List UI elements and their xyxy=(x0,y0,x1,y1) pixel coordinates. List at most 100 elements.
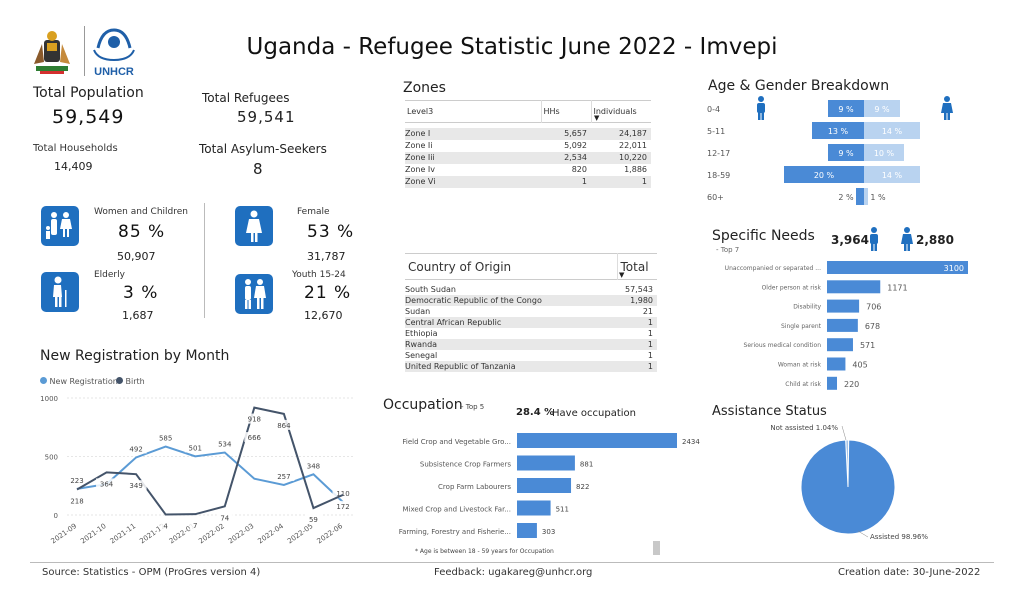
male-pct-label: 9 % xyxy=(838,149,854,158)
occupation-label: Mixed Crop and Livestock Far... xyxy=(402,506,511,514)
data-label-bg xyxy=(273,470,295,481)
occupation-label: Subsistence Crop Farmers xyxy=(420,461,511,469)
zones-header-level[interactable]: Level3 xyxy=(405,100,542,123)
zone-individuals: 22,011 xyxy=(619,141,647,150)
data-label-bg xyxy=(243,413,265,424)
total-households-label: Total Households xyxy=(33,143,118,154)
zone-name: Zone Ii xyxy=(405,141,433,150)
women-children-label: Women and Children xyxy=(94,207,188,217)
data-label-bg xyxy=(155,432,177,443)
registration-chart-title: New Registration by Month xyxy=(40,348,230,364)
pie-leader-line xyxy=(841,425,847,441)
data-label-bg xyxy=(332,488,354,499)
data-label-bg xyxy=(332,500,354,511)
data-label-bg xyxy=(214,438,236,449)
zone-hhs: 1 xyxy=(581,177,587,186)
data-label: 364 xyxy=(100,480,114,488)
zones-header-individuals[interactable]: Individuals xyxy=(593,107,637,116)
occupation-value: 881 xyxy=(580,461,593,469)
occupation-bar xyxy=(517,433,677,448)
zone-hhs: 2,534 xyxy=(564,153,587,162)
age-gender-chart: 0-4 9 % 9 % 5-11 13 % 14 % 12-17 9 % 10 % 18-59 20… xyxy=(707,100,920,205)
pie-leader-line xyxy=(857,530,869,538)
male-bar xyxy=(812,122,864,139)
youth-icon xyxy=(235,274,273,314)
occupation-bar xyxy=(517,478,572,493)
male-icon xyxy=(754,95,768,125)
age-label: 18-59 xyxy=(707,171,730,180)
origin-total: 57,543 xyxy=(625,284,653,294)
table-row: Zone Iii 2,534 10,220 xyxy=(405,151,651,164)
footer-feedback[interactable]: Feedback: ugakareg@unhcr.org xyxy=(434,567,593,578)
footer-divider xyxy=(30,562,994,563)
data-label-bg xyxy=(66,495,88,506)
need-label: Child at risk xyxy=(785,381,821,388)
data-label: 223 xyxy=(70,477,83,485)
zone-name: Zone Vi xyxy=(405,177,436,186)
occupation-title: Occupation xyxy=(383,397,463,413)
need-value: 220 xyxy=(844,380,859,389)
data-label: 110 xyxy=(336,490,349,498)
elderly-label: Elderly xyxy=(94,270,125,280)
female-count: 31,787 xyxy=(307,250,346,263)
need-bar xyxy=(827,376,838,390)
data-label: 4 xyxy=(163,523,168,531)
origin-header-total[interactable]: Total xyxy=(620,259,649,274)
occupation-label: Crop Farm Labourers xyxy=(438,483,511,491)
female-bar xyxy=(864,100,900,117)
origin-country: Central African Republic xyxy=(405,317,502,327)
female-percent: 53 % xyxy=(307,222,355,242)
x-tick-label: 2022-02 xyxy=(197,522,226,545)
data-label-bg xyxy=(216,512,233,523)
x-tick-label: 2022-06 xyxy=(316,522,345,546)
origin-header-country[interactable]: Country of Origin xyxy=(405,253,618,280)
occupation-have-pct: 28.4 % xyxy=(516,407,555,418)
occupation-note: * Age is between 18 - 59 years for Occup… xyxy=(415,548,554,555)
age-label: 0-4 xyxy=(707,105,720,114)
data-label: 666 xyxy=(248,434,262,442)
age-gender-title: Age & Gender Breakdown xyxy=(708,78,890,94)
x-tick-label: 2022-04 xyxy=(256,522,285,546)
x-tick-label: 2021-11 xyxy=(109,522,138,545)
need-label: Disability xyxy=(793,304,821,311)
occupation-bar xyxy=(517,500,551,516)
needs-female-icon xyxy=(900,226,914,256)
occupation-chart: Field Crop and Vegetable Gro... 2434 Subsi… xyxy=(399,433,700,538)
table-row: Ethiopia 1 xyxy=(405,328,657,339)
need-value: 3100 xyxy=(944,264,964,273)
age-label: 60+ xyxy=(707,193,724,202)
zone-name: Zone I xyxy=(405,129,431,138)
male-pct-label: 9 % xyxy=(838,105,854,114)
occupation-bar xyxy=(517,523,537,538)
table-row: Central African Republic 1 xyxy=(405,316,657,328)
need-label: Unaccompanied or separated ... xyxy=(725,265,821,272)
data-label-bg xyxy=(305,514,322,525)
zones-header-hhs[interactable]: HHs xyxy=(541,100,592,123)
origin-country: South Sudan xyxy=(405,284,456,294)
origin-country: Ethiopia xyxy=(405,328,438,338)
zone-individuals: 10,220 xyxy=(619,153,647,162)
women-children-percent: 85 % xyxy=(118,222,166,242)
origin-country: Rwanda xyxy=(405,339,438,349)
elderly-count: 1,687 xyxy=(122,309,154,322)
pie-label: Not assisted 1.04% xyxy=(770,424,838,432)
total-asylum-value: 8 xyxy=(253,160,263,178)
total-asylum-label: Total Asylum-Seekers xyxy=(199,142,327,156)
data-label-bg xyxy=(66,474,88,485)
origin-total: 1,980 xyxy=(630,295,653,305)
x-tick-label: 2022-05 xyxy=(286,522,315,545)
zone-hhs: 820 xyxy=(571,165,587,174)
female-bar xyxy=(864,122,920,139)
origin-sort-icon[interactable]: ▼ xyxy=(619,271,625,279)
data-label: 59 xyxy=(309,516,318,524)
needs-male-icon xyxy=(867,226,881,256)
female-bar xyxy=(864,188,868,205)
occupation-have-label: Have occupation xyxy=(552,408,636,419)
occupation-scrollbar[interactable] xyxy=(653,541,660,555)
table-row: South Sudan 57,543 xyxy=(405,284,657,295)
female-bar xyxy=(864,166,920,183)
data-label-bg xyxy=(96,478,118,489)
zone-name: Zone Iii xyxy=(405,153,435,162)
zones-sort-icon[interactable]: ▼ xyxy=(594,114,600,122)
